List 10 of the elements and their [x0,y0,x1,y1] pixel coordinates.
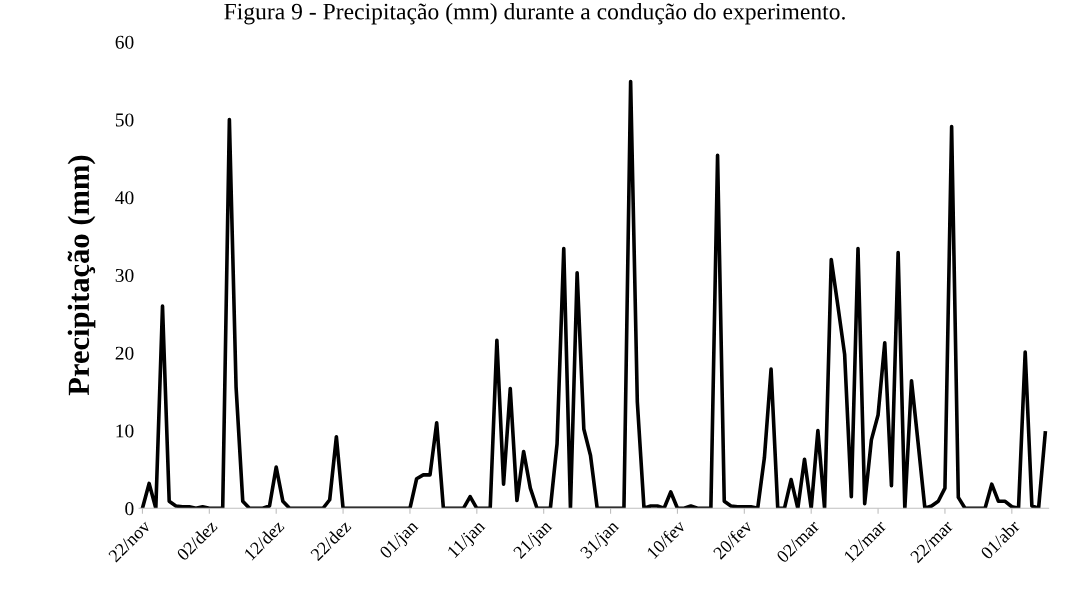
y-tick-label: 10 [116,424,134,438]
chart-title: Figura 9 - Precipitação (mm) durante a condução do experimento. [224,2,845,25]
y-tick-label: 30 [115,268,134,283]
y-axis-title: Precipitação (mm) [67,155,96,396]
y-tick-label: 60 [115,35,134,49]
y-tick-label: 20 [115,346,134,360]
y-tick-label: 50 [115,113,134,127]
line-series [140,79,1048,509]
y-tick-label: 40 [115,191,134,205]
y-tick-label: 0 [125,502,134,516]
